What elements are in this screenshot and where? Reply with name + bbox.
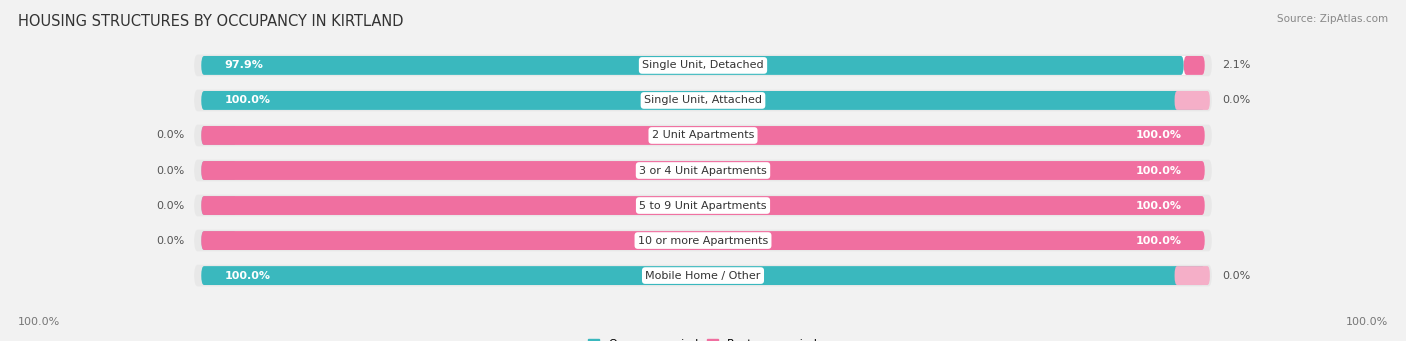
Text: 3 or 4 Unit Apartments: 3 or 4 Unit Apartments [640,165,766,176]
FancyBboxPatch shape [194,160,1212,181]
FancyBboxPatch shape [1174,91,1209,110]
FancyBboxPatch shape [201,161,236,180]
FancyBboxPatch shape [201,196,236,215]
Text: Mobile Home / Other: Mobile Home / Other [645,270,761,281]
Text: 0.0%: 0.0% [1222,95,1250,105]
Text: Source: ZipAtlas.com: Source: ZipAtlas.com [1277,14,1388,24]
FancyBboxPatch shape [201,231,1205,250]
FancyBboxPatch shape [1174,266,1209,285]
FancyBboxPatch shape [194,124,1212,146]
FancyBboxPatch shape [201,126,1205,145]
Text: 97.9%: 97.9% [225,60,263,71]
FancyBboxPatch shape [201,91,1205,110]
FancyBboxPatch shape [201,126,236,145]
FancyBboxPatch shape [201,56,1205,75]
Text: 0.0%: 0.0% [156,201,184,210]
FancyBboxPatch shape [194,90,1212,111]
FancyBboxPatch shape [201,266,1205,285]
Text: 100.0%: 100.0% [1136,236,1181,246]
FancyBboxPatch shape [201,56,1184,75]
FancyBboxPatch shape [194,230,1212,251]
Text: Single Unit, Attached: Single Unit, Attached [644,95,762,105]
FancyBboxPatch shape [201,231,236,250]
Text: 100.0%: 100.0% [1136,131,1181,140]
FancyBboxPatch shape [194,265,1212,286]
FancyBboxPatch shape [201,196,1205,215]
Legend: Owner-occupied, Renter-occupied: Owner-occupied, Renter-occupied [586,337,820,341]
Text: 0.0%: 0.0% [156,236,184,246]
FancyBboxPatch shape [201,126,1205,145]
Text: 10 or more Apartments: 10 or more Apartments [638,236,768,246]
Text: 2 Unit Apartments: 2 Unit Apartments [652,131,754,140]
FancyBboxPatch shape [201,231,1205,250]
Text: 100.0%: 100.0% [1136,165,1181,176]
Text: 0.0%: 0.0% [156,131,184,140]
Text: 100.0%: 100.0% [18,317,60,327]
Text: Single Unit, Detached: Single Unit, Detached [643,60,763,71]
Text: 2.1%: 2.1% [1222,60,1250,71]
Text: 100.0%: 100.0% [1136,201,1181,210]
Text: 100.0%: 100.0% [225,95,270,105]
FancyBboxPatch shape [201,266,1205,285]
FancyBboxPatch shape [201,161,1205,180]
FancyBboxPatch shape [201,91,1205,110]
Text: 100.0%: 100.0% [1346,317,1388,327]
Text: 0.0%: 0.0% [1222,270,1250,281]
FancyBboxPatch shape [201,196,1205,215]
Text: HOUSING STRUCTURES BY OCCUPANCY IN KIRTLAND: HOUSING STRUCTURES BY OCCUPANCY IN KIRTL… [18,14,404,29]
Text: 5 to 9 Unit Apartments: 5 to 9 Unit Apartments [640,201,766,210]
FancyBboxPatch shape [201,161,1205,180]
FancyBboxPatch shape [194,195,1212,217]
FancyBboxPatch shape [1184,56,1205,75]
FancyBboxPatch shape [194,55,1212,76]
Text: 100.0%: 100.0% [225,270,270,281]
Text: 0.0%: 0.0% [156,165,184,176]
